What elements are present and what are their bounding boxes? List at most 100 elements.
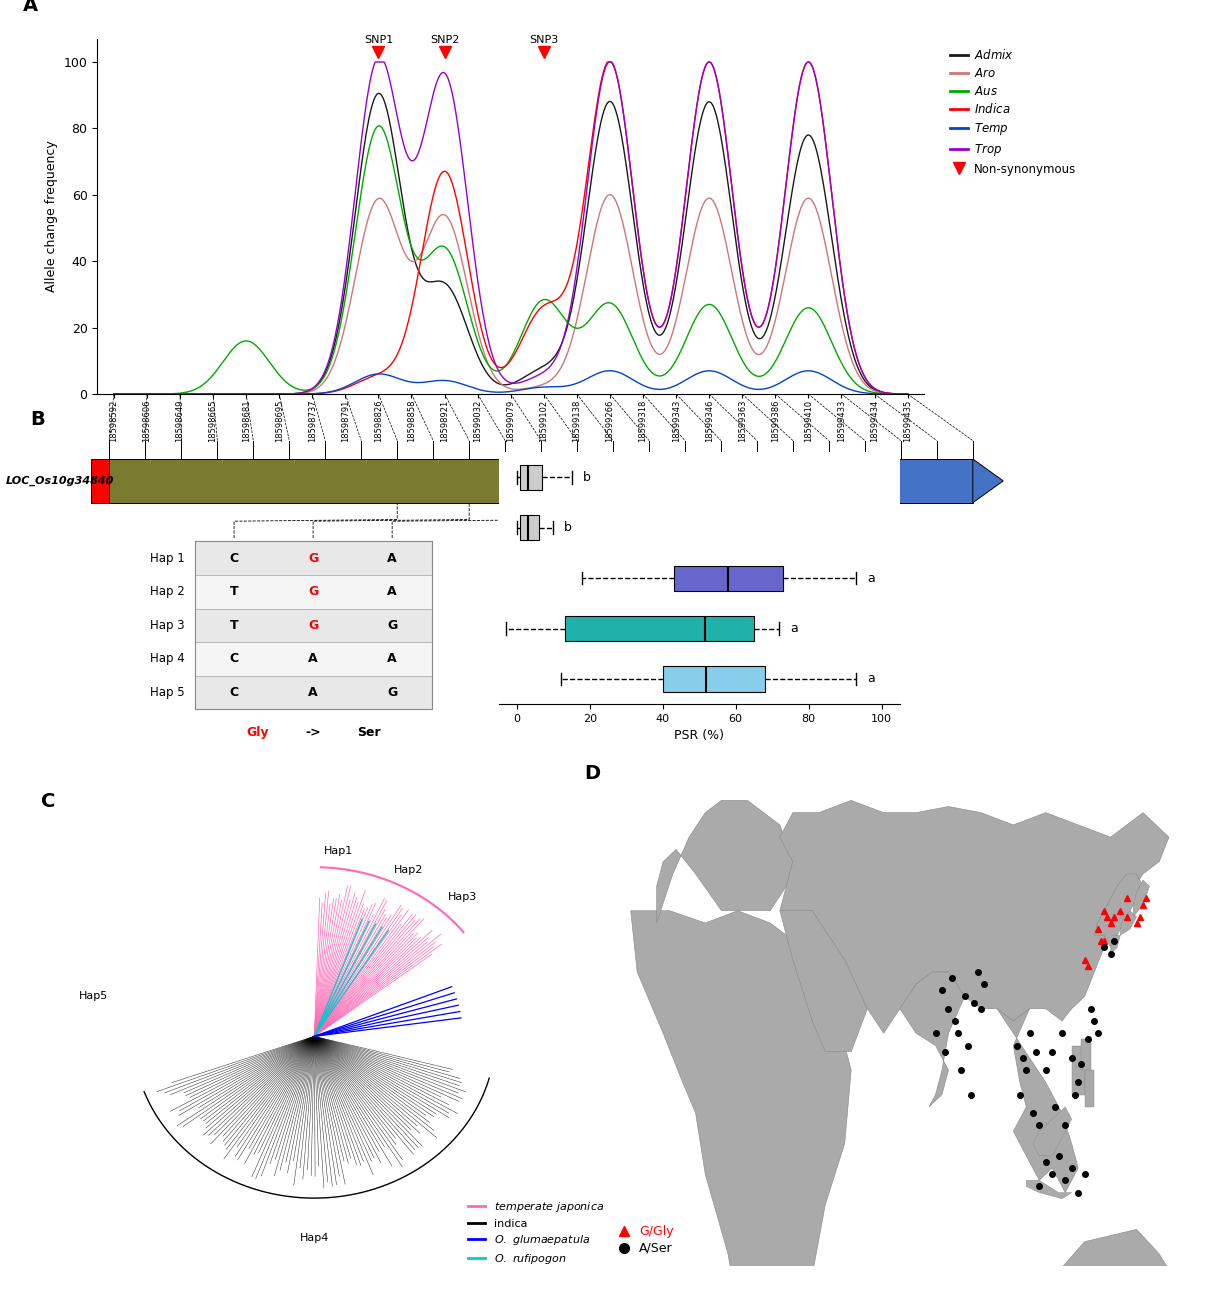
- Admix: [653, 327, 668, 342]
- Temp: [107, 386, 122, 402]
- Aro: [602, 187, 617, 203]
- Text: B: B: [30, 411, 45, 429]
- Polygon shape: [997, 1009, 1079, 1193]
- Bar: [195, 575, 432, 609]
- Polygon shape: [1133, 880, 1149, 917]
- PathPatch shape: [663, 667, 765, 691]
- Admix: [741, 306, 755, 322]
- Trop: [187, 386, 202, 402]
- Bar: [1081, 1039, 1091, 1070]
- Aro: [726, 273, 741, 288]
- Polygon shape: [1120, 911, 1137, 935]
- Trop: [900, 386, 914, 402]
- Text: Hap 2: Hap 2: [150, 585, 185, 598]
- Text: a: a: [867, 571, 874, 585]
- Line: Temp: Temp: [114, 371, 907, 394]
- Aro: [187, 386, 202, 402]
- Text: Hap5: Hap5: [79, 991, 108, 1001]
- Admix: [726, 217, 741, 233]
- Text: T: T: [230, 585, 238, 598]
- Y-axis label: Allele change frequency: Allele change frequency: [45, 141, 58, 292]
- Bar: [195, 676, 432, 709]
- Text: SNP1: SNP1: [364, 35, 393, 45]
- PathPatch shape: [674, 566, 783, 590]
- Bar: [195, 642, 432, 676]
- Text: a: a: [867, 672, 874, 686]
- Aus: [726, 335, 741, 350]
- Polygon shape: [657, 800, 793, 922]
- Line: Trop: Trop: [114, 62, 907, 394]
- Text: Hap 3: Hap 3: [151, 619, 185, 632]
- Aro: [741, 332, 755, 348]
- Temp: [741, 380, 755, 395]
- Indica: [187, 386, 202, 402]
- Text: Hap 1: Hap 1: [150, 552, 185, 565]
- Text: Hap1: Hap1: [323, 846, 353, 857]
- Aus: [107, 386, 122, 402]
- Text: LOC_Os10g34840: LOC_Os10g34840: [6, 475, 114, 486]
- Temp: [428, 373, 443, 389]
- Indica: [428, 182, 443, 198]
- Aus: [372, 118, 387, 133]
- Text: Hap4: Hap4: [299, 1233, 330, 1243]
- Indica: [107, 386, 122, 402]
- Temp: [602, 363, 617, 379]
- Trop: [457, 165, 472, 181]
- Text: Hap3: Hap3: [449, 893, 478, 902]
- Bar: [1071, 1045, 1085, 1094]
- Temp: [456, 377, 471, 393]
- Indica: [741, 293, 755, 309]
- Aus: [428, 242, 443, 257]
- Text: C: C: [230, 652, 238, 665]
- Indica: [601, 54, 615, 70]
- Bar: [705, 459, 973, 503]
- Legend: $\it{temperate\ japonica}$, indica, $\it{O.\ glumaepatula}$, $\it{O.\ rufipogon}: $\it{temperate\ japonica}$, indica, $\it…: [465, 1196, 609, 1270]
- Polygon shape: [1052, 1230, 1182, 1292]
- Text: ->: ->: [305, 726, 321, 739]
- Aro: [456, 260, 471, 275]
- Legend: $\it{Admix}$, $\it{Aro}$, $\it{Aus}$, $\it{Indica}$, $\it{Temp}$, $\it{Trop}$, N: $\it{Admix}$, $\it{Aro}$, $\it{Aus}$, $\…: [946, 45, 1080, 180]
- Aus: [457, 287, 472, 302]
- Text: G: G: [308, 619, 319, 632]
- PathPatch shape: [520, 465, 542, 490]
- Polygon shape: [1110, 935, 1120, 953]
- Line: Aro: Aro: [114, 195, 907, 394]
- Text: A: A: [23, 0, 38, 16]
- Admix: [900, 386, 914, 402]
- Text: Hap 5: Hap 5: [151, 686, 185, 699]
- Text: D: D: [585, 764, 601, 783]
- Temp: [187, 386, 202, 402]
- Aus: [653, 368, 668, 384]
- Bar: [109, 459, 705, 503]
- Admix: [187, 386, 202, 402]
- Bar: [195, 541, 432, 575]
- Text: SNP2: SNP2: [430, 35, 460, 45]
- Text: A: A: [309, 652, 317, 665]
- Text: Ser: Ser: [356, 726, 381, 739]
- Trop: [428, 78, 443, 93]
- Trop: [368, 54, 383, 70]
- Text: Hap 4: Hap 4: [150, 652, 185, 665]
- Temp: [653, 381, 668, 397]
- Text: Gly: Gly: [247, 726, 269, 739]
- Legend: G/Gly, A/Ser: G/Gly, A/Ser: [614, 1220, 679, 1260]
- Aro: [107, 386, 122, 402]
- Text: A: A: [388, 552, 396, 565]
- Aro: [900, 386, 914, 402]
- Text: A: A: [388, 652, 396, 665]
- Text: b: b: [564, 521, 572, 535]
- Aus: [900, 386, 914, 402]
- Trop: [107, 386, 122, 402]
- Aro: [653, 346, 668, 362]
- Polygon shape: [1094, 873, 1143, 947]
- Polygon shape: [900, 972, 964, 1107]
- Indica: [900, 386, 914, 402]
- Indica: [726, 194, 741, 209]
- Text: A: A: [309, 686, 317, 699]
- Bar: [91, 459, 109, 503]
- Temp: [900, 386, 914, 402]
- Polygon shape: [1026, 1181, 1071, 1199]
- Polygon shape: [631, 911, 851, 1292]
- X-axis label: PSR (%): PSR (%): [674, 730, 725, 743]
- Admix: [372, 85, 387, 101]
